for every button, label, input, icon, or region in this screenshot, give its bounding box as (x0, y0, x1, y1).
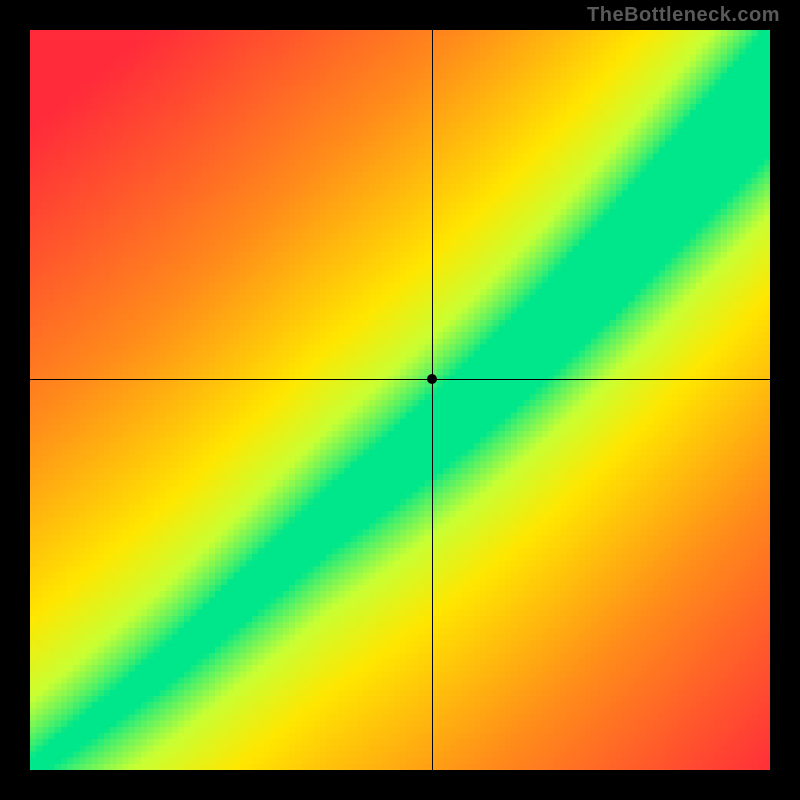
crosshair-horizontal (30, 379, 770, 380)
plot-area (30, 30, 770, 770)
heatmap-canvas (30, 30, 770, 770)
crosshair-vertical (432, 30, 433, 770)
watermark-text: TheBottleneck.com (587, 4, 780, 27)
chart-container: TheBottleneck.com (0, 0, 800, 800)
marker-dot (427, 374, 437, 384)
